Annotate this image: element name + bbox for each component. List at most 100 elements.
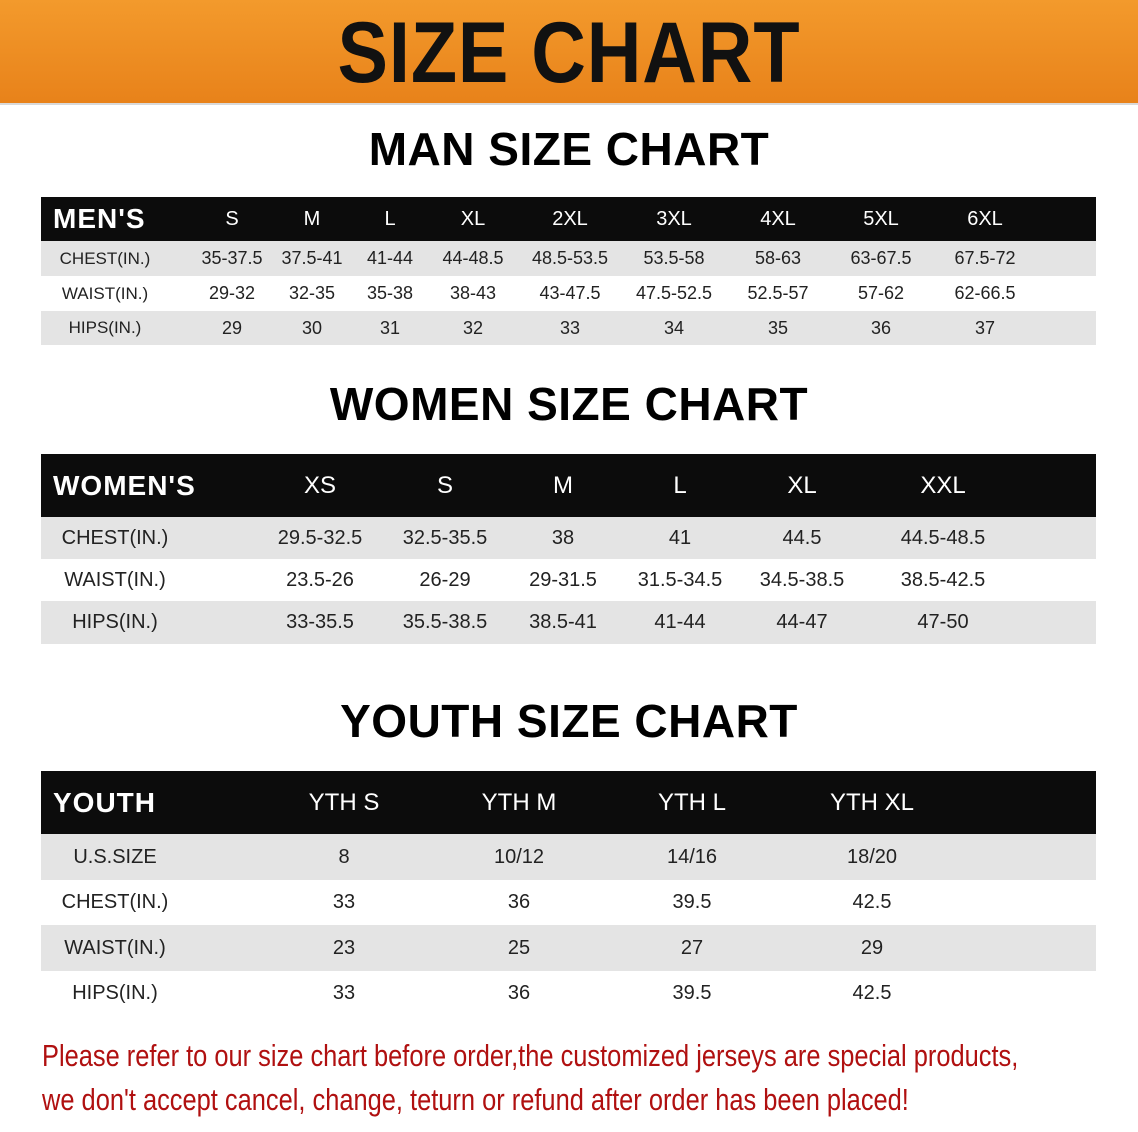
- measurement-label: WAIST(IN.): [64, 568, 166, 591]
- size-header: 4XL: [760, 207, 796, 230]
- size-header: XS: [303, 471, 336, 499]
- measurement-value: 27: [680, 936, 704, 959]
- measurement-value: 18/20: [846, 845, 898, 868]
- measurement-value: 48.5-53.5: [531, 248, 609, 268]
- table-row: WAIST(IN.) 23.5-26 26-29 29-31.5 31.5-34.5 34…: [41, 559, 1096, 601]
- measurement-value: 58-63: [754, 248, 802, 268]
- women-size-table: WOMEN'S XS S M L XL XXL CHEST(IN.) 29.5-32.5 32.5…: [41, 454, 1096, 644]
- table-row: WAIST(IN.) 23 25 27 29: [41, 925, 1096, 971]
- size-header: M: [553, 471, 573, 499]
- measurement-value: 37: [974, 317, 996, 338]
- measurement-label: HIPS(IN.): [68, 318, 142, 337]
- measurement-value: 33-35.5: [286, 611, 354, 633]
- measurement-value: 57-62: [857, 283, 905, 303]
- size-header: YTH XL: [829, 788, 915, 816]
- size-header: YTH M: [481, 788, 557, 816]
- table-row: HIPS(IN.) 33 36 39.5 42.5: [41, 971, 1096, 1016]
- size-header: M: [303, 207, 321, 230]
- measurement-value: 30: [301, 317, 323, 338]
- measurement-value: 35.5-38.5: [402, 611, 488, 633]
- measurement-value: 44.5: [782, 526, 822, 549]
- measurement-value: 35-37.5: [201, 248, 263, 268]
- size-header: XL: [460, 207, 486, 230]
- measurement-value: 33: [332, 982, 356, 1004]
- measurement-value: 36: [507, 891, 531, 913]
- measurement-value: 41-44: [366, 248, 414, 268]
- measurement-value: 38.5-41: [529, 611, 597, 633]
- measurement-value: 44-47: [776, 611, 828, 633]
- measurement-value: 29.5-32.5: [277, 526, 363, 549]
- measurement-value: 38.5-42.5: [900, 568, 986, 591]
- size-header: S: [436, 471, 453, 499]
- measurement-value: 44-48.5: [442, 248, 504, 268]
- measurement-value: 8: [338, 845, 350, 868]
- measurement-value: 33: [559, 317, 581, 338]
- men-header-label: MEN'S: [53, 203, 146, 234]
- measurement-label: HIPS(IN.): [72, 611, 158, 633]
- measurement-value: 47.5-52.5: [635, 283, 713, 303]
- measurement-value: 38-43: [449, 283, 497, 303]
- size-header: 6XL: [967, 207, 1003, 230]
- measurement-value: 42.5: [852, 982, 892, 1004]
- table-row: CHEST(IN.) 33 36 39.5 42.5: [41, 880, 1096, 925]
- measurement-value: 47-50: [917, 611, 969, 633]
- measurement-value: 38: [551, 526, 575, 549]
- measurement-label: HIPS(IN.): [72, 982, 158, 1004]
- measurement-label: U.S.SIZE: [73, 845, 157, 868]
- measurement-value: 23: [332, 936, 356, 959]
- size-header: 2XL: [552, 207, 588, 230]
- men-title: MAN SIZE CHART: [368, 123, 770, 175]
- measurement-value: 63-67.5: [850, 248, 912, 268]
- youth-header-row: YOUTH YTH S YTH M YTH L YTH XL: [41, 771, 1096, 834]
- measurement-value: 10/12: [493, 845, 545, 868]
- youth-header-label: YOUTH: [53, 786, 156, 818]
- size-header: L: [673, 471, 687, 499]
- measurement-value: 53.5-58: [643, 248, 705, 268]
- measurement-value: 39.5: [672, 982, 712, 1004]
- youth-size-table: YOUTH YTH S YTH M YTH L YTH XL U.S.SIZE 8 10/12…: [41, 771, 1096, 1016]
- measurement-value: 31: [379, 317, 401, 338]
- measurement-label: CHEST(IN.): [61, 526, 169, 549]
- size-header: YTH L: [657, 788, 726, 816]
- measurement-label: CHEST(IN.): [59, 248, 151, 268]
- measurement-value: 42.5: [852, 891, 892, 913]
- banner-title: SIZE CHART: [337, 5, 801, 101]
- measurement-value: 62-66.5: [954, 283, 1016, 303]
- measurement-value: 35-38: [366, 283, 414, 303]
- measurement-value: 33: [332, 891, 356, 913]
- women-header-label: WOMEN'S: [53, 469, 196, 501]
- measurement-value: 36: [870, 317, 892, 338]
- youth-title: YOUTH SIZE CHART: [340, 695, 798, 747]
- policy-note-line-1: Please refer to our size chart before or…: [42, 1038, 1019, 1073]
- measurement-value: 34: [663, 317, 685, 338]
- measurement-value: 29-32: [208, 283, 256, 303]
- measurement-value: 26-29: [419, 568, 471, 591]
- table-row: WAIST(IN.) 29-32 32-35 35-38 38-43 43-47.5 47.…: [41, 276, 1096, 311]
- measurement-value: 36: [507, 982, 531, 1004]
- table-row: U.S.SIZE 8 10/12 14/16 18/20: [41, 834, 1096, 880]
- measurement-label: WAIST(IN.): [64, 936, 166, 959]
- size-header: 3XL: [656, 207, 692, 230]
- measurement-value: 41-44: [654, 611, 706, 633]
- table-row: HIPS(IN.) 33-35.5 35.5-38.5 38.5-41 41-44 44-…: [41, 601, 1096, 644]
- measurement-label: CHEST(IN.): [61, 891, 169, 913]
- men-size-table: MEN'S S M L XL 2XL 3XL 4XL 5XL 6XL CHEST(IN.) 35-37…: [41, 197, 1096, 345]
- measurement-value: 39.5: [672, 891, 712, 913]
- measurement-value: 67.5-72: [954, 248, 1016, 268]
- measurement-value: 31.5-34.5: [637, 568, 723, 591]
- size-header: S: [225, 207, 239, 230]
- measurement-value: 32-35: [288, 283, 336, 303]
- measurement-value: 41: [668, 526, 692, 549]
- table-row: HIPS(IN.) 29 30 31 32 33 34 35 36 37: [41, 311, 1096, 345]
- size-header: 5XL: [863, 207, 899, 230]
- measurement-value: 32: [462, 317, 484, 338]
- men-header-row: MEN'S S M L XL 2XL 3XL 4XL 5XL 6XL: [41, 197, 1096, 241]
- measurement-value: 29: [860, 936, 884, 959]
- size-header: XL: [787, 471, 817, 499]
- measurement-value: 29-31.5: [529, 568, 597, 591]
- measurement-label: WAIST(IN.): [61, 283, 149, 303]
- size-header: L: [384, 207, 396, 230]
- measurement-value: 23.5-26: [286, 568, 354, 591]
- measurement-value: 34.5-38.5: [759, 568, 845, 591]
- table-row: CHEST(IN.) 29.5-32.5 32.5-35.5 38 41 44.5 44.5…: [41, 517, 1096, 559]
